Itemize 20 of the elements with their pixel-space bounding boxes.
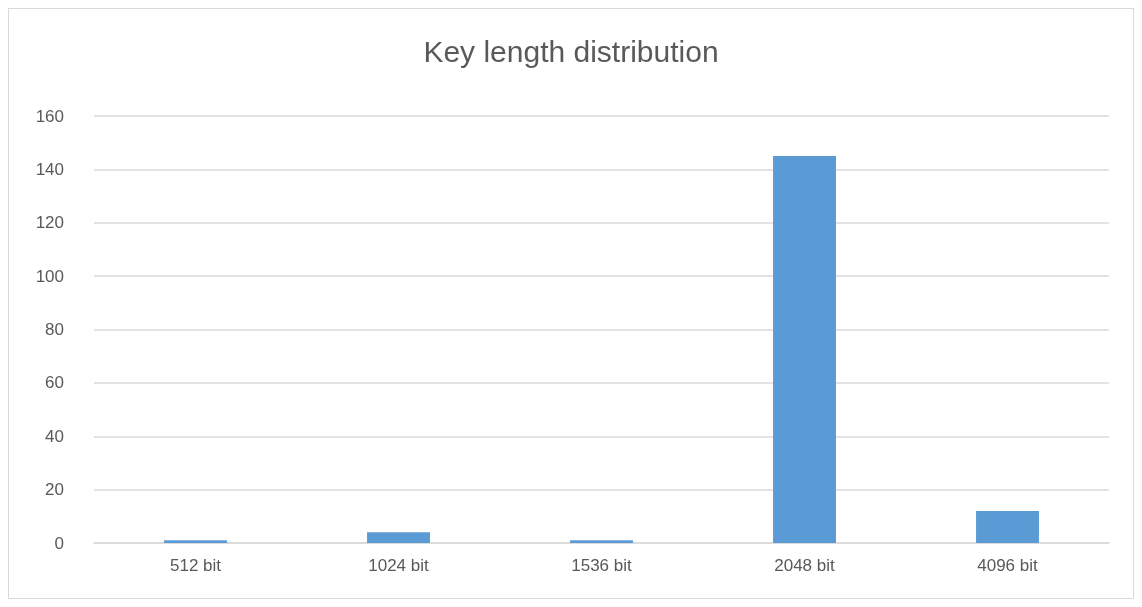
y-tick-label: 40 bbox=[45, 426, 64, 446]
y-tick-label: 100 bbox=[35, 266, 64, 286]
x-tick-label: 512 bit bbox=[169, 556, 222, 575]
bar bbox=[164, 540, 227, 543]
x-tick-label: 1536 bit bbox=[571, 556, 633, 575]
y-tick-label: 60 bbox=[45, 373, 64, 393]
x-tick-label: 4096 bit bbox=[977, 556, 1039, 575]
bar bbox=[367, 532, 430, 543]
x-tick-label: 2048 bit bbox=[774, 556, 836, 575]
bar bbox=[773, 156, 836, 543]
bar bbox=[976, 510, 1039, 543]
y-tick-label: 160 bbox=[35, 106, 64, 126]
y-tick-label: 0 bbox=[54, 533, 64, 553]
y-tick-label: 140 bbox=[35, 159, 64, 179]
y-tick-label: 120 bbox=[35, 213, 64, 233]
chart-title: Key length distribution bbox=[423, 34, 719, 68]
x-tick-label: 1024 bit bbox=[368, 556, 430, 575]
y-tick-label: 80 bbox=[45, 320, 64, 339]
bar bbox=[570, 540, 633, 543]
y-tick-label: 20 bbox=[45, 480, 64, 500]
